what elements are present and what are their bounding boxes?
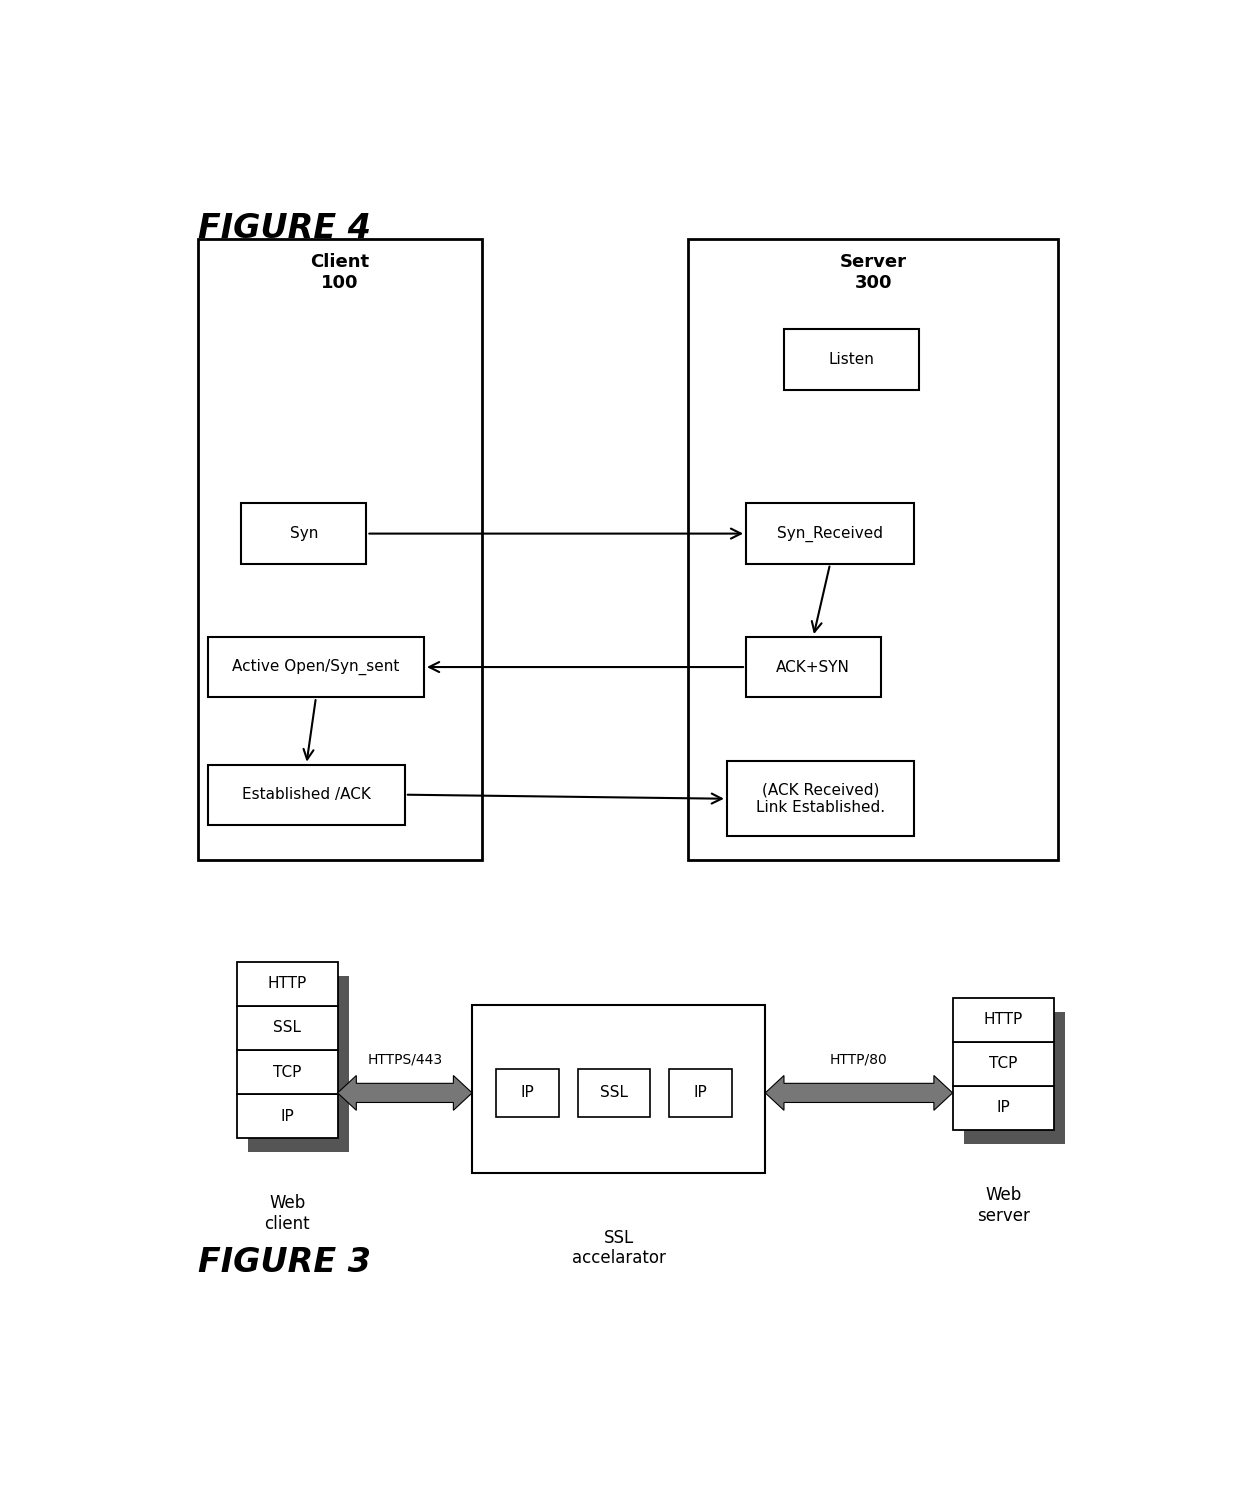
Polygon shape — [337, 1076, 472, 1111]
Text: ACK+SYN: ACK+SYN — [776, 660, 851, 675]
Polygon shape — [765, 1076, 952, 1111]
Bar — [198, 238, 481, 859]
Text: SSL: SSL — [273, 1020, 301, 1035]
Text: IP: IP — [996, 1100, 1009, 1115]
Bar — [746, 503, 914, 564]
Bar — [746, 637, 880, 698]
Bar — [496, 1068, 558, 1117]
Text: Client
100: Client 100 — [310, 253, 370, 291]
Text: HTTP: HTTP — [983, 1013, 1023, 1028]
Bar — [952, 998, 1054, 1041]
Text: Established /ACK: Established /ACK — [242, 787, 371, 802]
Bar — [208, 637, 424, 698]
Bar — [237, 1094, 337, 1138]
Text: HTTP/80: HTTP/80 — [830, 1052, 888, 1067]
Bar — [727, 761, 914, 836]
Text: HTTP: HTTP — [268, 977, 306, 992]
Text: FIGURE 4: FIGURE 4 — [198, 212, 371, 246]
Text: Listen: Listen — [828, 353, 874, 368]
Text: HTTPS/443: HTTPS/443 — [367, 1052, 443, 1067]
Text: Active Open/Syn_sent: Active Open/Syn_sent — [232, 659, 399, 675]
Bar — [208, 764, 404, 824]
Text: Syn: Syn — [290, 526, 319, 541]
Bar — [242, 503, 367, 564]
Text: IP: IP — [280, 1109, 294, 1124]
Text: TCP: TCP — [273, 1064, 301, 1079]
Bar — [952, 1087, 1054, 1130]
Text: Web
server: Web server — [977, 1186, 1029, 1225]
Bar — [237, 961, 337, 1005]
Bar — [472, 1005, 765, 1172]
Bar — [237, 1005, 337, 1050]
Bar — [965, 1011, 1065, 1144]
Bar — [688, 238, 1059, 859]
Text: TCP: TCP — [988, 1056, 1017, 1071]
Bar — [785, 330, 919, 390]
Text: FIGURE 3: FIGURE 3 — [198, 1246, 371, 1279]
Bar — [578, 1068, 650, 1117]
Bar — [670, 1068, 732, 1117]
Text: (ACK Received)
Link Established.: (ACK Received) Link Established. — [756, 782, 885, 815]
Text: IP: IP — [521, 1085, 534, 1100]
Bar — [952, 1041, 1054, 1087]
Bar — [237, 1050, 337, 1094]
Text: Server
300: Server 300 — [839, 253, 906, 291]
Bar — [248, 975, 350, 1151]
Text: Syn_Received: Syn_Received — [777, 526, 883, 541]
Text: SSL: SSL — [600, 1085, 627, 1100]
Text: Web
client: Web client — [264, 1194, 310, 1233]
Text: SSL
accelarator: SSL accelarator — [572, 1228, 666, 1267]
Text: IP: IP — [693, 1085, 707, 1100]
